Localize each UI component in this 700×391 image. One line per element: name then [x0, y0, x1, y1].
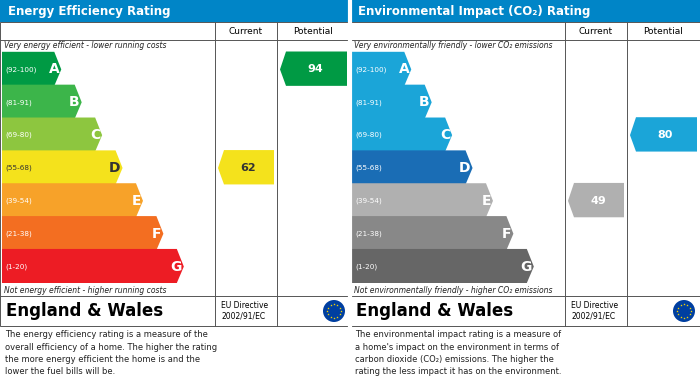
Bar — [350, 22, 700, 326]
Polygon shape — [352, 52, 412, 86]
Polygon shape — [2, 216, 163, 250]
Text: Energy Efficiency Rating: Energy Efficiency Rating — [8, 5, 171, 18]
Polygon shape — [352, 249, 534, 283]
Text: (1-20): (1-20) — [355, 263, 377, 270]
Text: Very environmentally friendly - lower CO₂ emissions: Very environmentally friendly - lower CO… — [354, 41, 552, 50]
Text: The environmental impact rating is a measure of
a home's impact on the environme: The environmental impact rating is a mea… — [355, 330, 561, 377]
Polygon shape — [2, 151, 122, 185]
Text: E: E — [482, 194, 491, 208]
Text: EU Directive: EU Directive — [571, 301, 618, 310]
Polygon shape — [2, 52, 62, 86]
Text: 94: 94 — [307, 65, 323, 74]
Text: (21-38): (21-38) — [355, 230, 382, 237]
Text: Not energy efficient - higher running costs: Not energy efficient - higher running co… — [4, 286, 167, 295]
Text: (81-91): (81-91) — [5, 99, 32, 106]
Text: Potential: Potential — [293, 27, 333, 36]
Text: F: F — [502, 227, 512, 241]
Text: B: B — [419, 95, 430, 109]
Polygon shape — [352, 85, 432, 119]
Text: (92-100): (92-100) — [5, 66, 36, 73]
Text: (55-68): (55-68) — [355, 165, 382, 171]
Polygon shape — [2, 85, 82, 119]
Bar — [0, 0, 350, 22]
Text: (92-100): (92-100) — [355, 66, 386, 73]
Text: 80: 80 — [658, 130, 673, 140]
Polygon shape — [352, 216, 513, 250]
Polygon shape — [352, 183, 493, 217]
Text: Current: Current — [229, 27, 263, 36]
Text: A: A — [48, 63, 60, 76]
Text: EU Directive: EU Directive — [221, 301, 268, 310]
Text: Current: Current — [579, 27, 613, 36]
Text: Potential: Potential — [643, 27, 683, 36]
Text: Environmental Impact (CO₂) Rating: Environmental Impact (CO₂) Rating — [358, 5, 590, 18]
Text: Not environmentally friendly - higher CO₂ emissions: Not environmentally friendly - higher CO… — [354, 286, 552, 295]
Text: (1-20): (1-20) — [5, 263, 27, 270]
Text: A: A — [398, 63, 409, 76]
Text: England & Wales: England & Wales — [356, 302, 513, 320]
Polygon shape — [2, 249, 184, 283]
Circle shape — [673, 300, 695, 322]
Text: England & Wales: England & Wales — [6, 302, 163, 320]
Text: 2002/91/EC: 2002/91/EC — [221, 312, 265, 321]
Text: D: D — [459, 161, 470, 175]
Text: E: E — [132, 194, 141, 208]
Text: 49: 49 — [590, 196, 606, 206]
Text: (55-68): (55-68) — [5, 165, 32, 171]
Circle shape — [323, 300, 345, 322]
Bar — [0, 22, 350, 326]
Text: (81-91): (81-91) — [355, 99, 382, 106]
Text: (39-54): (39-54) — [355, 197, 382, 204]
Text: C: C — [90, 128, 100, 142]
Bar — [350, 0, 700, 22]
Polygon shape — [568, 183, 624, 217]
Text: 2002/91/EC: 2002/91/EC — [571, 312, 615, 321]
Text: D: D — [109, 161, 120, 175]
Polygon shape — [218, 150, 274, 185]
Polygon shape — [2, 118, 102, 152]
Text: G: G — [521, 260, 532, 274]
Text: C: C — [440, 128, 450, 142]
Polygon shape — [2, 183, 143, 217]
Text: F: F — [152, 227, 162, 241]
Text: (69-80): (69-80) — [355, 132, 382, 138]
Polygon shape — [352, 151, 473, 185]
Polygon shape — [352, 118, 452, 152]
Polygon shape — [630, 117, 697, 152]
Text: (69-80): (69-80) — [5, 132, 32, 138]
Polygon shape — [280, 52, 347, 86]
Text: The energy efficiency rating is a measure of the
overall efficiency of a home. T: The energy efficiency rating is a measur… — [5, 330, 217, 377]
Text: (21-38): (21-38) — [5, 230, 32, 237]
Text: B: B — [69, 95, 80, 109]
Text: (39-54): (39-54) — [5, 197, 32, 204]
Text: G: G — [171, 260, 182, 274]
Text: 62: 62 — [240, 163, 256, 173]
Text: Very energy efficient - lower running costs: Very energy efficient - lower running co… — [4, 41, 167, 50]
